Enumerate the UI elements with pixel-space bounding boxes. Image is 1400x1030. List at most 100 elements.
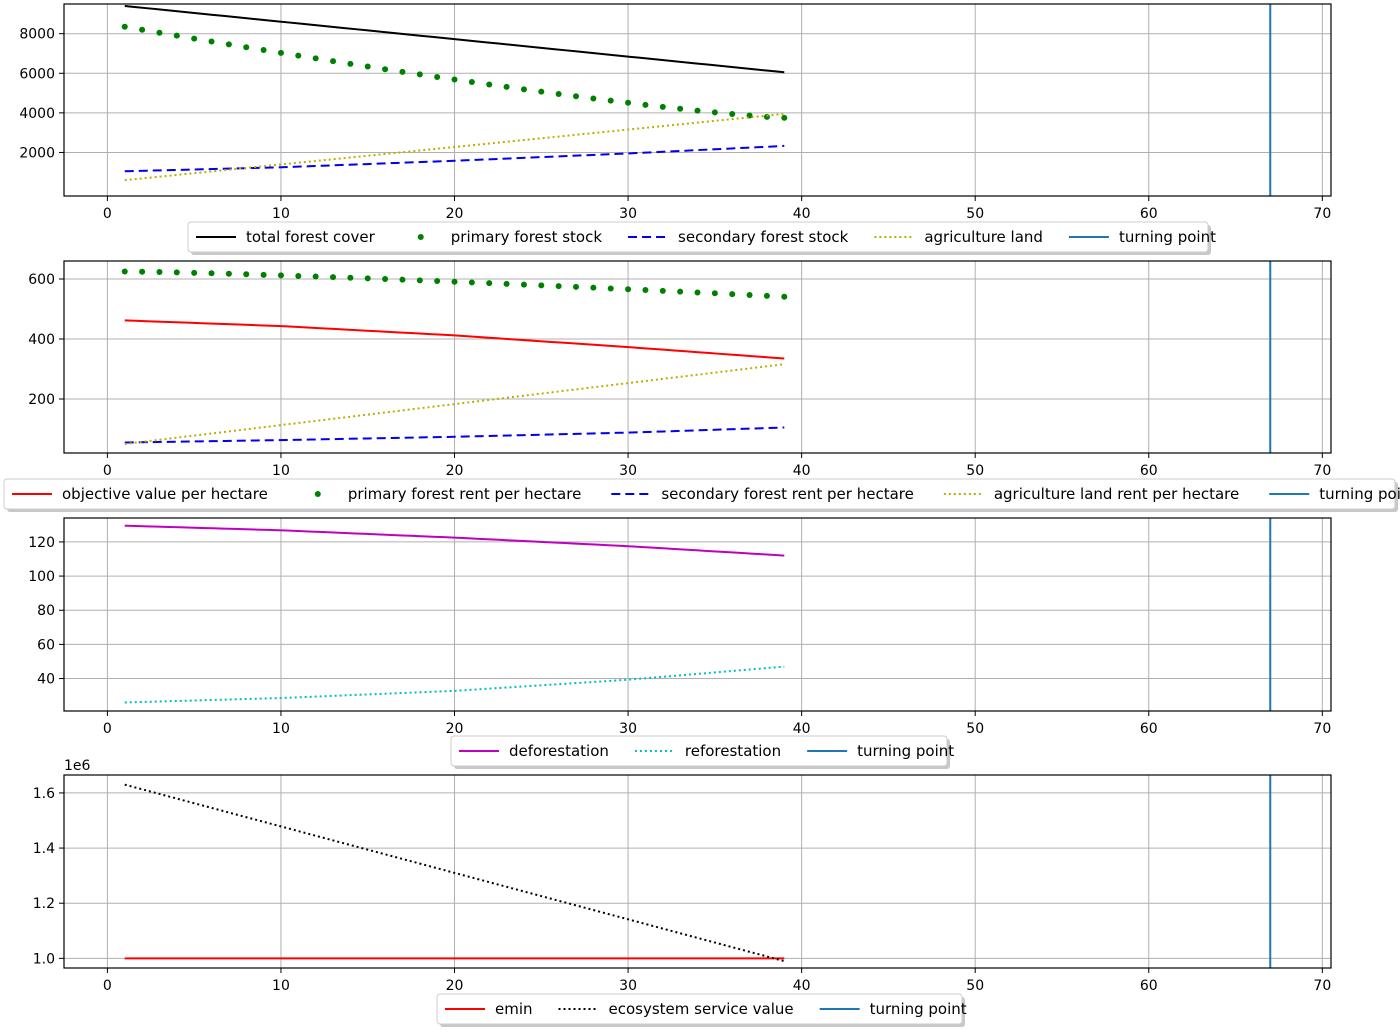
y-tick-label: 200 — [28, 392, 55, 408]
series-point — [503, 83, 510, 90]
series-point — [746, 291, 753, 298]
series-point — [781, 293, 788, 300]
x-tick-label: 60 — [1140, 721, 1158, 737]
series-point — [694, 289, 701, 296]
legend-label: objective value per hectare — [62, 485, 268, 503]
series-line — [124, 783, 785, 963]
x-tick-label: 50 — [966, 206, 984, 222]
legend-item: total forest cover — [196, 228, 376, 246]
legend: deforestation reforestation turning point — [450, 735, 954, 769]
legend-label: reforestation — [685, 742, 781, 760]
legend-item: primary forest rent per hectare — [314, 485, 582, 503]
legend-label: agriculture land — [924, 228, 1043, 246]
legend-item: reforestation — [634, 742, 781, 760]
series-point — [590, 284, 597, 291]
legend: objective value per hectare primary fores… — [3, 478, 1400, 512]
series-point — [364, 275, 371, 282]
legend-item: ecosystem service value — [558, 1000, 794, 1018]
legend-label: agriculture land rent per hectare — [994, 485, 1239, 503]
x-tick-label: 40 — [793, 463, 811, 479]
series-point — [225, 270, 232, 277]
series-point — [173, 32, 180, 39]
series-point — [503, 280, 510, 287]
legend-item: secondary forest rent per hectare — [611, 485, 914, 503]
series-point — [416, 71, 423, 78]
x-tick-label: 30 — [619, 206, 637, 222]
y-tick-label: 2000 — [19, 145, 55, 161]
legend-box — [187, 221, 1209, 253]
y-tick-label: 60 — [37, 637, 55, 653]
y-tick-label: 600 — [28, 272, 55, 288]
x-tick-label: 10 — [272, 978, 290, 994]
series-point — [642, 101, 649, 108]
x-tick-label: 20 — [446, 721, 464, 737]
x-tick-label: 70 — [1313, 721, 1331, 737]
y-tick-label: 1.6 — [33, 786, 55, 802]
series-point — [711, 290, 718, 297]
series-point — [208, 270, 215, 277]
plot-area — [121, 4, 1272, 196]
chart-panel-3: 0 10 20 30 40 50 60 70 40 60 80 100 120 deforestation… — [28, 517, 1332, 769]
legend-item: primary forest stock — [417, 228, 602, 246]
axes-frame — [63, 3, 1332, 197]
x-tick-label: 20 — [446, 206, 464, 222]
x-tick-label: 0 — [103, 206, 112, 222]
series-point — [225, 41, 232, 48]
series-point — [659, 287, 666, 294]
plot-area — [121, 261, 1272, 453]
legend-label: turning point — [870, 1000, 967, 1018]
series-point — [711, 109, 718, 116]
series-point — [399, 276, 406, 283]
x-tick-label: 0 — [103, 463, 112, 479]
x-tick-label: 30 — [619, 463, 637, 479]
axes-frame — [63, 517, 1332, 712]
series-line — [124, 319, 785, 360]
legend-item: secondary forest stock — [628, 228, 849, 246]
legend-label: turning point — [1319, 485, 1400, 503]
series-point — [451, 76, 458, 83]
y-tick-label: 80 — [37, 603, 55, 619]
x-tick-label: 60 — [1140, 978, 1158, 994]
series-point — [382, 66, 389, 73]
x-tick-label: 70 — [1313, 463, 1331, 479]
x-tick-label: 20 — [446, 978, 464, 994]
axes-frame — [63, 774, 1332, 969]
series-point — [277, 49, 284, 56]
x-tick-label: 30 — [619, 978, 637, 994]
series-point — [520, 86, 527, 93]
x-tick-label: 60 — [1140, 206, 1158, 222]
series-point — [295, 272, 302, 279]
y-tick-label: 6000 — [19, 66, 55, 82]
series-point — [659, 103, 666, 110]
legend-label: turning point — [857, 742, 954, 760]
series-point — [538, 282, 545, 289]
series-point — [520, 281, 527, 288]
legend-item: objective value per hectare — [12, 485, 268, 503]
series-point — [312, 273, 319, 280]
series-line — [124, 524, 785, 557]
series-point — [451, 278, 458, 285]
series-point — [642, 287, 649, 294]
series-line — [124, 363, 785, 445]
series-point — [295, 52, 302, 59]
legend-item: turning point — [1068, 228, 1216, 246]
legend-item: agriculture land — [874, 228, 1043, 246]
legend-label: turning point — [1119, 228, 1216, 246]
y-tick-label: 120 — [28, 535, 55, 551]
y-tick-label: 4000 — [19, 106, 55, 122]
legend-label: secondary forest stock — [678, 228, 849, 246]
x-tick-label: 0 — [103, 721, 112, 737]
series-point — [312, 55, 319, 62]
legend-item: turning point — [819, 1000, 967, 1018]
legend-box — [436, 993, 963, 1025]
series-point — [173, 269, 180, 276]
y-tick-label: 100 — [28, 569, 55, 585]
series-point — [416, 277, 423, 284]
legend-item: emin — [445, 1000, 533, 1018]
legend-label: primary forest rent per hectare — [348, 485, 582, 503]
series-point — [347, 60, 354, 67]
series-point — [121, 268, 128, 275]
plot-area — [124, 775, 1272, 968]
legend-box — [3, 478, 1396, 510]
